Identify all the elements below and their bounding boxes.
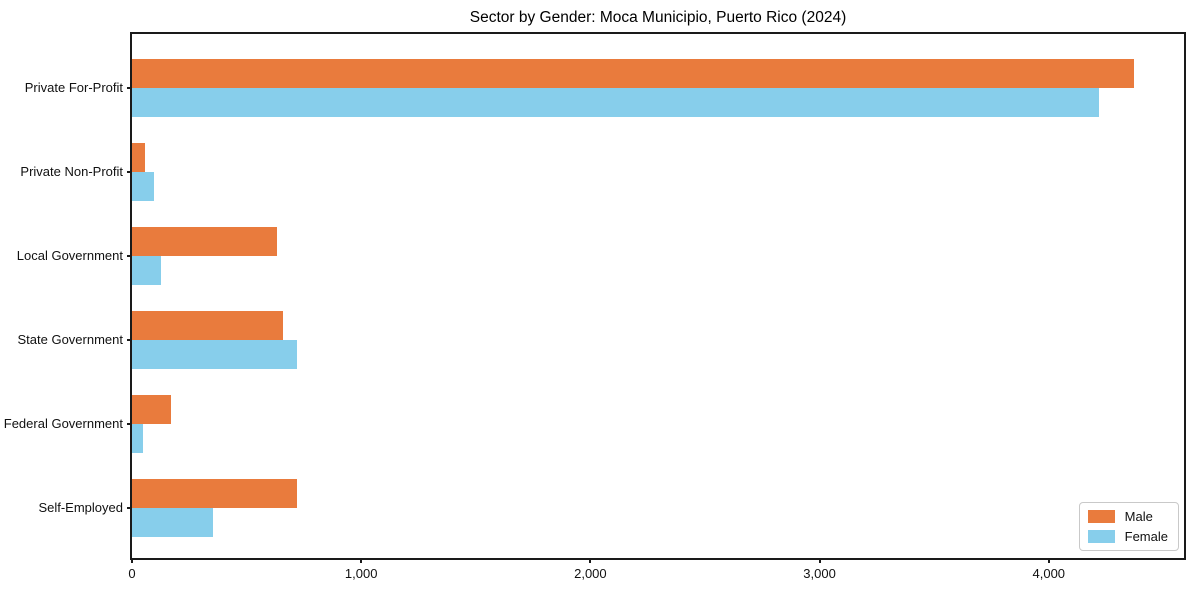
x-tick-3000 [818, 558, 821, 563]
y-tick-private-for-profit [127, 87, 132, 89]
bar-female-local-government [132, 256, 162, 285]
y-tick-self-employed [127, 507, 132, 509]
bar-female-state-government [132, 340, 298, 369]
y-axis-label-local-government: Local Government [16, 248, 123, 263]
x-axis-label-2000: 2,000 [574, 566, 607, 581]
bar-male-federal-government [132, 395, 172, 424]
bar-female-private-for-profit [132, 88, 1099, 117]
y-axis-label-state-government: State Government [17, 332, 124, 347]
y-axis-label-private-for-profit: Private For-Profit [24, 80, 123, 95]
y-tick-state-government [127, 339, 132, 341]
y-axis-label-self-employed: Self-Employed [38, 500, 123, 515]
bar-male-private-for-profit [132, 59, 1134, 88]
bar-male-state-government [132, 311, 284, 340]
x-tick-0 [131, 558, 133, 563]
bar-male-self-employed [132, 479, 298, 508]
x-axis-label-0: 0 [128, 566, 136, 581]
legend-swatch-female [1087, 530, 1115, 543]
bar-male-local-government [132, 227, 277, 256]
y-axis-label-private-non-profit: Private Non-Profit [20, 164, 123, 179]
x-axis-label-1000: 1,000 [344, 566, 378, 581]
bar-male-private-non-profit [132, 143, 146, 172]
y-axis-label-federal-government: Federal Government [3, 416, 123, 431]
y-tick-federal-government [127, 423, 132, 425]
x-axis-label-4000: 4,000 [1032, 566, 1066, 581]
x-axis-label-3000: 3,000 [803, 566, 836, 581]
legend-label-female: Female [1124, 529, 1168, 544]
legend: Male Female [1078, 502, 1179, 551]
y-tick-local-government [127, 255, 132, 257]
plot-area: Male Female Private For-Profit Private No… [4, 32, 1186, 581]
bar-female-private-non-profit [132, 172, 154, 201]
bar-female-federal-government [132, 424, 143, 453]
x-tick-2000 [589, 558, 592, 563]
bar-female-self-employed [132, 508, 214, 537]
y-tick-private-non-profit [127, 171, 132, 173]
x-tick-4000 [1047, 558, 1050, 563]
legend-item-female: Female [1087, 529, 1168, 544]
legend-swatch-male [1087, 510, 1115, 523]
x-tick-1000 [360, 558, 363, 563]
legend-label-male: Male [1124, 509, 1153, 524]
chart-title: Sector by Gender: Moca Municipio, Puerto… [469, 9, 847, 26]
legend-item-male: Male [1087, 509, 1168, 524]
